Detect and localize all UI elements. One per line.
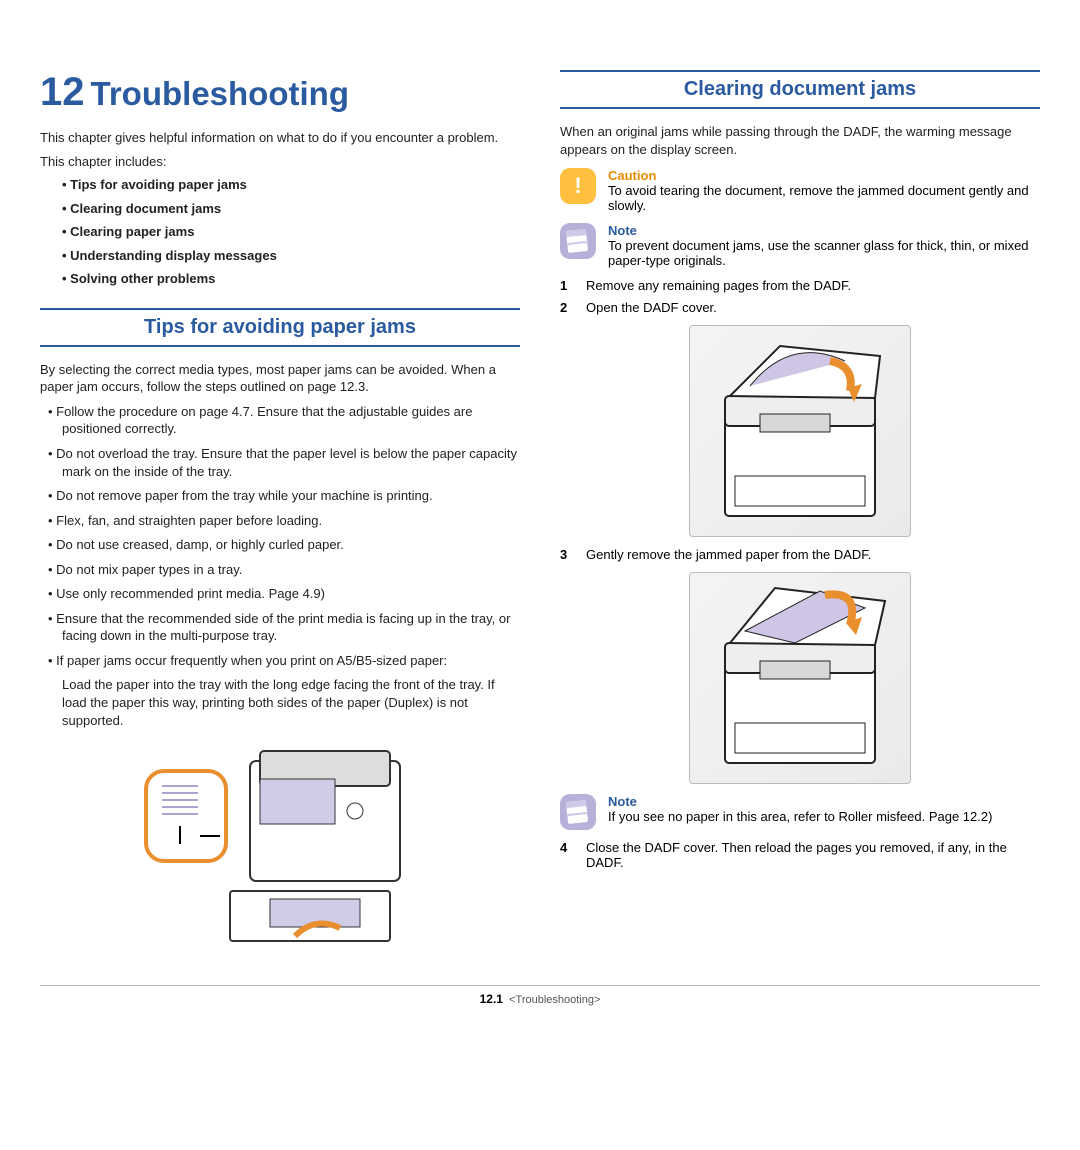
caution-icon: ! bbox=[560, 168, 596, 204]
tips-item: Flex, fan, and straighten paper before l… bbox=[62, 512, 520, 530]
caution-body: Caution To avoid tearing the document, r… bbox=[608, 168, 1040, 213]
intro-p2: This chapter includes: bbox=[40, 153, 520, 171]
chapter-number: 12 bbox=[40, 70, 85, 114]
note-icon bbox=[560, 794, 596, 830]
step-text: Open the DADF cover. bbox=[586, 300, 717, 315]
caution-callout: ! Caution To avoid tearing the document,… bbox=[560, 168, 1040, 213]
tips-illustration bbox=[40, 741, 520, 961]
tips-list: Follow the procedure on page 4.7. Ensure… bbox=[40, 403, 520, 670]
tips-lead: By selecting the correct media types, mo… bbox=[40, 361, 520, 396]
step-2: 2Open the DADF cover. bbox=[560, 300, 1040, 315]
steps-list-2: 3Gently remove the jammed paper from the… bbox=[560, 547, 1040, 562]
columns: 12Troubleshooting This chapter gives hel… bbox=[40, 70, 1040, 961]
step2-illustration bbox=[689, 325, 911, 537]
intro-p1: This chapter gives helpful information o… bbox=[40, 129, 520, 147]
tips-subnote: Load the paper into the tray with the lo… bbox=[62, 676, 520, 729]
footer-page: 12.1 bbox=[480, 992, 503, 1006]
note2-text: If you see no paper in this area, refer … bbox=[608, 809, 992, 824]
tips-item: Do not remove paper from the tray while … bbox=[62, 487, 520, 505]
chapter-title: Troubleshooting bbox=[91, 75, 349, 112]
tips-item: Do not overload the tray. Ensure that th… bbox=[62, 445, 520, 480]
section-clear-heading: Clearing document jams bbox=[560, 70, 1040, 109]
printer-tray-illustration bbox=[140, 741, 420, 961]
toc-item: Understanding display messages bbox=[62, 247, 520, 265]
step-4: 4Close the DADF cover. Then reload the p… bbox=[560, 840, 1040, 870]
right-column: Clearing document jams When an original … bbox=[560, 70, 1040, 961]
note2-body: Note If you see no paper in this area, r… bbox=[608, 794, 992, 830]
toc-item: Clearing paper jams bbox=[62, 223, 520, 241]
step-text: Close the DADF cover. Then reload the pa… bbox=[586, 840, 1040, 870]
note2-callout: Note If you see no paper in this area, r… bbox=[560, 794, 1040, 830]
toc-item: Solving other problems bbox=[62, 270, 520, 288]
step-text: Remove any remaining pages from the DADF… bbox=[586, 278, 851, 293]
footer-label: <Troubleshooting> bbox=[509, 994, 600, 1006]
tips-item: Use only recommended print media. Page 4… bbox=[62, 585, 520, 603]
tips-item: Follow the procedure on page 4.7. Ensure… bbox=[62, 403, 520, 438]
caution-title: Caution bbox=[608, 168, 1040, 183]
steps-list-3: 4Close the DADF cover. Then reload the p… bbox=[560, 840, 1040, 870]
page-footer: 12.1 <Troubleshooting> bbox=[40, 985, 1040, 1006]
toc-item: Tips for avoiding paper jams bbox=[62, 176, 520, 194]
note-callout: Note To prevent document jams, use the s… bbox=[560, 223, 1040, 268]
step3-illustration bbox=[689, 572, 911, 784]
caution-text: To avoid tearing the document, remove th… bbox=[608, 183, 1040, 213]
page: 12Troubleshooting This chapter gives hel… bbox=[40, 70, 1040, 1006]
tips-item: Do not use creased, damp, or highly curl… bbox=[62, 536, 520, 554]
tips-item: Ensure that the recommended side of the … bbox=[62, 610, 520, 645]
chapter-heading: 12Troubleshooting bbox=[40, 70, 520, 115]
note-text: To prevent document jams, use the scanne… bbox=[608, 238, 1040, 268]
left-column: 12Troubleshooting This chapter gives hel… bbox=[40, 70, 520, 961]
step-3: 3Gently remove the jammed paper from the… bbox=[560, 547, 1040, 562]
tips-item: Do not mix paper types in a tray. bbox=[62, 561, 520, 579]
section-tips-heading: Tips for avoiding paper jams bbox=[40, 308, 520, 347]
toc-list: Tips for avoiding paper jams Clearing do… bbox=[40, 176, 520, 288]
step-text: Gently remove the jammed paper from the … bbox=[586, 547, 871, 562]
toc-item: Clearing document jams bbox=[62, 200, 520, 218]
steps-list: 1Remove any remaining pages from the DAD… bbox=[560, 278, 1040, 315]
note2-title: Note bbox=[608, 794, 992, 809]
note-title: Note bbox=[608, 223, 1040, 238]
clear-lead: When an original jams while passing thro… bbox=[560, 123, 1040, 158]
step-1: 1Remove any remaining pages from the DAD… bbox=[560, 278, 1040, 293]
tips-item: If paper jams occur frequently when you … bbox=[62, 652, 520, 670]
note-body: Note To prevent document jams, use the s… bbox=[608, 223, 1040, 268]
note-icon bbox=[560, 223, 596, 259]
